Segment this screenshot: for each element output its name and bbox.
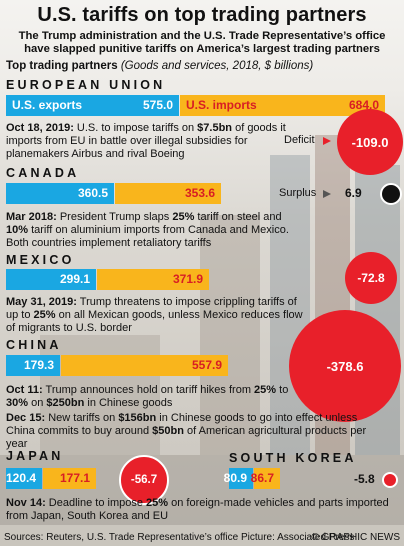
bar-eu-imports: U.S. imports 684.0 [180,95,385,116]
country-china: CHINA [6,338,62,352]
bubble-eu-balance: -109.0 [337,109,403,175]
note-eu-text-1: U.S. to impose tariffs on [73,122,198,134]
note-japan-text-1: Deadline to impose [45,497,147,509]
note-eu-text-2: of goods it imports from EU in battle ov… [6,122,286,160]
bubble-mexico-balance: -72.8 [345,252,397,304]
bar-korea-imports: 86.7 [250,468,280,489]
page-title: U.S. tariffs on top trading partners [37,4,367,26]
value-eu-imports: 684.0 [348,98,379,112]
note-japan-bold-1: Nov 14: [6,497,46,509]
country-eu: EUROPEAN UNION [6,78,166,92]
note-china1-text-2: to [276,384,289,396]
bubble-china-balance: -378.6 [289,310,401,422]
bar-japan-imports: 177.1 [43,468,96,489]
note-china2-text-1: New tariffs on [45,412,119,424]
note-china2-bold-1: Dec 15: [6,412,46,424]
note-china1-text-4: in Chinese goods [84,397,173,409]
page-subtitle: The Trump administration and the U.S. Tr… [18,30,386,55]
legend-exports-label: U.S. exports [12,98,83,112]
note-mexico: May 31, 2019: Trump threatens to impose … [6,296,306,335]
note-canada-bold-2: 25% [172,211,195,223]
bar-china-exports: 179.3 [6,355,60,376]
note-eu: Oct 18, 2019: U.S. to impose tariffs on … [6,122,296,161]
value-china-imports: 557.9 [191,358,222,372]
bar-canada-exports: 360.5 [6,183,114,204]
value-eu-exports: 575.0 [142,98,173,112]
note-china2-text-2: in Chinese goods to go into effect unles… [6,412,358,437]
note-china1-bold-1: Oct 11: [6,384,43,396]
chart-label-bold: Top trading partners [6,60,118,72]
value-korea-imports: 86.7 [250,471,274,485]
bubble-japan-balance: -56.7 [119,455,169,505]
value-canada-imports: 353.6 [184,186,215,200]
country-canada: CANADA [6,166,80,180]
deficit-label: Deficit [284,134,315,146]
note-china1-bold-4: $250bn [46,397,85,409]
note-eu-bold-1: Oct 18, 2019: [6,122,74,134]
note-china2-bold-2: $156bn [118,412,157,424]
bar-mexico-exports: 299.1 [6,269,96,290]
note-canada: Mar 2018: President Trump slaps 25% tari… [6,211,296,250]
note-china1-bold-3: 30% [6,397,29,409]
note-mexico-text-1: Trump threatens to impose crippling tari… [6,296,297,321]
value-china-balance: -378.6 [326,358,364,374]
note-mexico-bold-2: 25% [33,309,56,321]
note-canada-text-1: President Trump slaps [56,211,173,223]
value-canada-balance: 6.9 [345,186,362,200]
value-japan-balance: -56.7 [130,474,158,486]
value-korea-balance: -5.8 [354,472,375,486]
value-eu-balance: -109.0 [351,134,389,150]
note-mexico-bold-1: May 31, 2019: [6,296,77,308]
note-china1-text-3: on [28,397,47,409]
country-south-korea: SOUTH KOREA [229,451,357,465]
note-japan-bold-2: 25% [146,497,169,509]
note-canada-bold-1: Mar 2018: [6,211,57,223]
dot-canada-balance [380,183,402,205]
note-canada-text-3: tariff on aluminium imports from Canada … [6,224,289,249]
note-japan: Nov 14: Deadline to impose 25% on foreig… [6,497,398,523]
dot-korea-balance [382,472,398,488]
container-port-photo [0,135,404,525]
credit-line: © GRAPHIC NEWS [311,532,401,543]
surplus-label: Surplus [279,187,317,199]
note-eu-bold-2: $7.5bn [197,122,233,134]
note-china2-text-3: of American agricultural products per ye… [6,425,367,450]
note-canada-text-2: tariff on steel and [194,211,282,223]
country-japan: JAPAN [6,449,64,463]
note-china-1: Oct 11: Trump announces hold on tariff h… [6,384,296,410]
source-line: Sources: Reuters, U.S. Trade Representat… [4,532,355,543]
value-korea-exports: 80.9 [223,471,247,485]
surplus-arrow-icon [323,190,331,198]
value-canada-exports: 360.5 [77,186,108,200]
note-china2-bold-3: $50bn [152,425,184,437]
bar-canada-imports: 353.6 [115,183,221,204]
note-japan-text-2: on foreign-made vehicles and parts impor… [6,497,389,522]
note-canada-bold-3: 10% [6,224,29,236]
bar-china-imports: 557.9 [61,355,228,376]
value-japan-imports: 177.1 [59,471,90,485]
value-japan-exports: 120.4 [5,471,36,485]
value-mexico-imports: 371.9 [172,272,203,286]
deficit-arrow-icon [323,137,331,145]
note-china-2: Dec 15: New tariffs on $156bn in Chinese… [6,412,386,451]
value-china-exports: 179.3 [23,358,54,372]
bar-mexico-imports: 371.9 [97,269,209,290]
legend-imports-label: U.S. imports [186,98,257,112]
chart-label-units: (Goods and services, 2018, $ billions) [120,60,314,72]
country-mexico: MEXICO [6,253,75,267]
note-mexico-text-2: on all Mexican goods, unless Mexico redu… [6,309,303,334]
note-china1-text-1: Trump announces hold on tariff hikes fro… [42,384,255,396]
bar-korea-exports: 80.9 [224,468,253,489]
bar-japan-exports: 120.4 [6,468,42,489]
bar-eu-exports: U.S. exports 575.0 [6,95,179,116]
value-mexico-balance: -72.8 [357,271,385,285]
note-china1-bold-2: 25% [254,384,277,396]
chart-label: Top trading partners (Goods and services… [6,60,313,72]
value-mexico-exports: 299.1 [59,272,90,286]
